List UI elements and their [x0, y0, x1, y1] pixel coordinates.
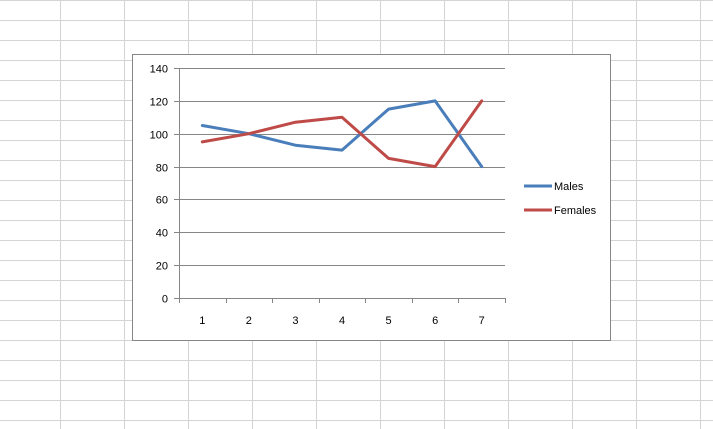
data-point-males [480, 165, 483, 168]
data-point-females [434, 165, 437, 168]
data-point-males [201, 124, 204, 127]
data-point-females [201, 140, 204, 143]
y-tick-label: 0 [162, 294, 168, 306]
data-point-males [294, 144, 297, 147]
y-tick-label: 120 [150, 97, 168, 109]
data-point-females [480, 99, 483, 102]
x-tick-label: 1 [199, 315, 205, 327]
y-tick-label: 140 [150, 64, 168, 76]
gridlines [179, 68, 505, 266]
data-point-females [387, 157, 390, 160]
y-tick-label: 20 [156, 261, 168, 273]
legend-label-males: Males [554, 181, 584, 193]
data-point-females [341, 116, 344, 119]
x-tick-label: 4 [339, 315, 345, 327]
y-tick-label: 40 [156, 228, 168, 240]
data-point-males [434, 99, 437, 102]
y-tick-label: 100 [150, 130, 168, 142]
x-tick-label: 7 [479, 315, 485, 327]
x-axis-tick-labels: 1 2 3 4 5 6 7 [199, 315, 485, 327]
data-point-females [247, 132, 250, 135]
data-point-males [387, 108, 390, 111]
data-point-females [294, 121, 297, 124]
x-tick-label: 2 [246, 315, 252, 327]
y-axis-tick-labels: 0 20 40 60 80 100 120 140 [150, 64, 168, 306]
series-line-females [200, 99, 484, 169]
legend: Males Females [524, 181, 597, 217]
y-tick-label: 60 [156, 195, 168, 207]
data-point-males [341, 149, 344, 152]
x-tick-label: 3 [292, 315, 298, 327]
legend-label-females: Females [554, 205, 597, 217]
x-tick-label: 5 [386, 315, 392, 327]
axes [174, 68, 506, 303]
y-tick-label: 80 [156, 163, 168, 175]
x-tick-label: 6 [432, 315, 438, 327]
series-lines [200, 99, 484, 169]
